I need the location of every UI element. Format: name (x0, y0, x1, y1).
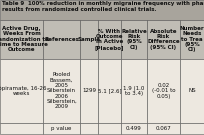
Bar (147, 59, 180, 123)
Bar (121, 59, 147, 123)
Bar (0, 0, 204, 20)
Text: Sample: Sample (77, 37, 100, 42)
Bar (180, 20, 204, 59)
Text: References: References (44, 37, 79, 42)
Text: Relative
Risk
(95%
CI): Relative Risk (95% CI) (121, 28, 147, 50)
Text: 5.1 [2.6]: 5.1 [2.6] (98, 88, 121, 93)
Text: Table 9  100% reduction in monthly migraine frequency with pharmacologic prev-
r: Table 9 100% reduction in monthly migrai… (2, 1, 204, 12)
Bar (0, 59, 43, 123)
Bar (0, 123, 43, 134)
Bar (98, 20, 121, 59)
Text: 1299: 1299 (82, 88, 96, 93)
Text: % With
Outcome
in Active
[Placebo]: % With Outcome in Active [Placebo] (95, 28, 124, 50)
Bar (80, 20, 98, 59)
Text: Pooled
Bassem,
2005
Silberstein
2006
Silberstein,
2009: Pooled Bassem, 2005 Silberstein 2006 Sil… (46, 72, 77, 109)
Text: 1.9 (1.0
to 3.4): 1.9 (1.0 to 3.4) (123, 86, 145, 96)
Bar (98, 123, 121, 134)
Text: NS: NS (188, 88, 196, 93)
Bar (121, 20, 147, 59)
Text: Topiramate, 16-26
weeks: Topiramate, 16-26 weeks (0, 86, 47, 96)
Text: p value: p value (51, 126, 72, 131)
Bar (80, 123, 98, 134)
Text: Absolute
Risk
Difference
(95% CI): Absolute Risk Difference (95% CI) (147, 28, 180, 50)
Bar (147, 20, 180, 59)
Text: 0.02
(-0.01 to
0.05): 0.02 (-0.01 to 0.05) (152, 83, 175, 99)
Bar (121, 123, 147, 134)
Bar (43, 123, 80, 134)
Bar (80, 59, 98, 123)
Text: Number
Needs
to Trea
(95%
CI): Number Needs to Trea (95% CI) (180, 26, 204, 53)
Bar (147, 123, 180, 134)
Bar (98, 59, 121, 123)
Bar (0, 20, 43, 59)
Text: 0.499: 0.499 (126, 126, 142, 131)
Bar (43, 20, 80, 59)
Text: Active Drug,
Weeks From
Randomization to
Time to Measure
Outcome: Active Drug, Weeks From Randomization to… (0, 26, 49, 53)
Text: 0.067: 0.067 (156, 126, 171, 131)
Bar (180, 59, 204, 123)
Bar (180, 123, 204, 134)
Bar (43, 59, 80, 123)
